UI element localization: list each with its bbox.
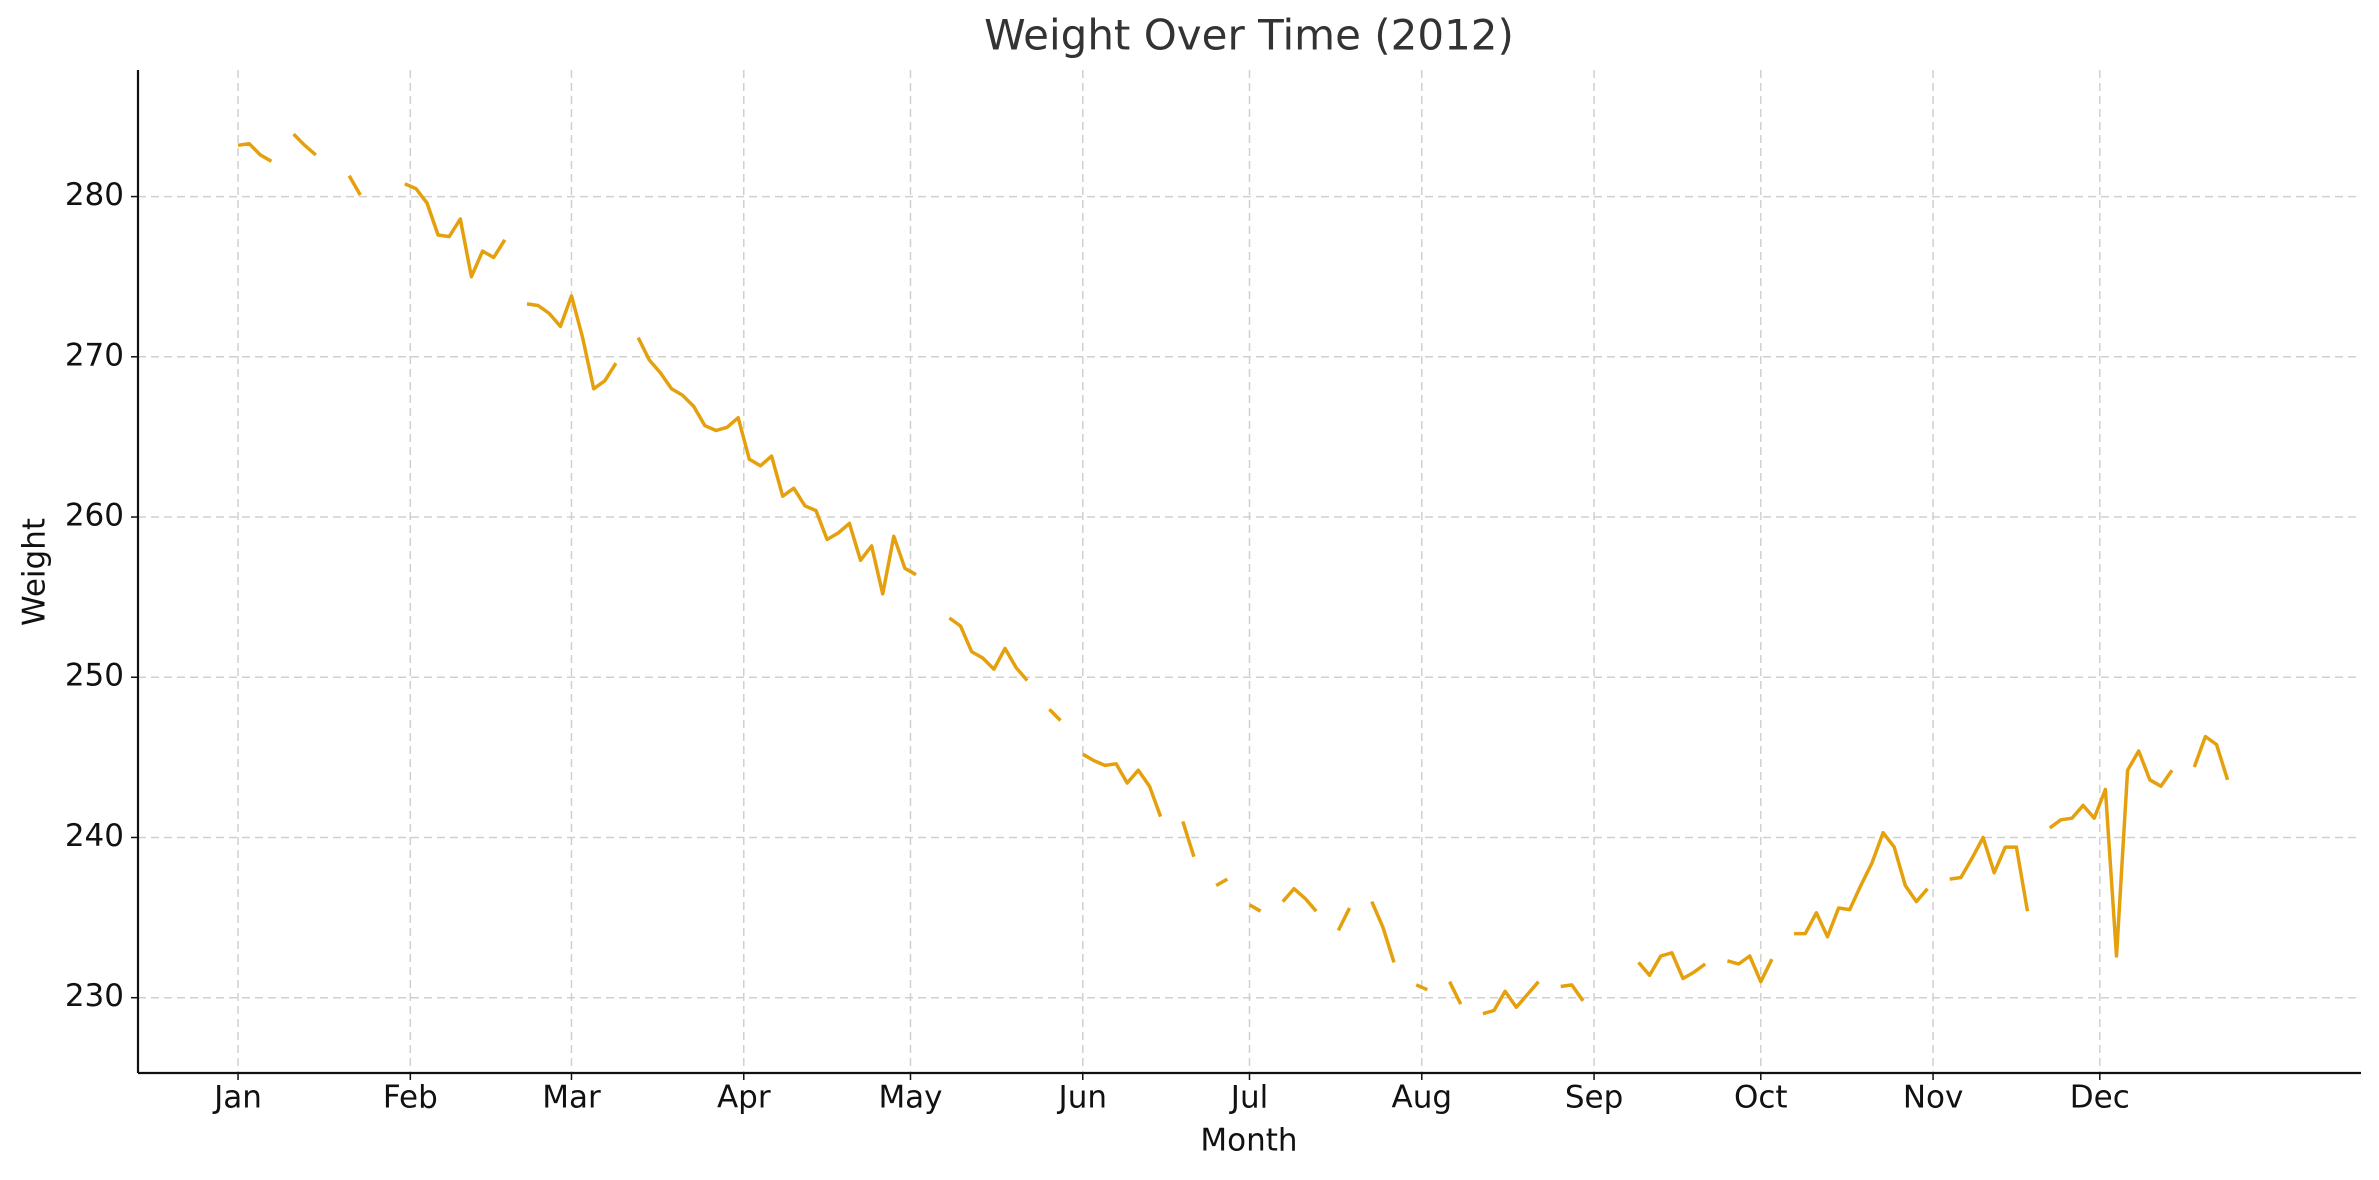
- x-tick-label: Feb: [383, 1080, 438, 1116]
- x-tick-label: Jan: [212, 1080, 262, 1116]
- y-axis-label: Weight: [17, 518, 53, 626]
- x-tick-label: Nov: [1903, 1080, 1964, 1116]
- x-tick-label: Dec: [2070, 1080, 2130, 1116]
- x-axis-label: Month: [1200, 1123, 1297, 1159]
- x-tick-label: Sep: [1565, 1080, 1623, 1116]
- y-tick-label: 280: [65, 177, 124, 213]
- weight-line: [237, 132, 2230, 1016]
- x-tick-label: Jul: [1229, 1080, 1268, 1116]
- y-tick-label: 250: [65, 658, 124, 694]
- x-tick-label: Oct: [1734, 1080, 1788, 1116]
- chart-title: Weight Over Time (2012): [984, 11, 1514, 60]
- y-tick-label: 260: [65, 498, 124, 534]
- x-tick-label: Aug: [1392, 1080, 1453, 1116]
- x-tick-label: Apr: [717, 1080, 771, 1116]
- y-tick-label: 270: [65, 337, 124, 373]
- x-tick-label: Mar: [542, 1080, 601, 1116]
- x-tick-label: May: [878, 1080, 942, 1116]
- y-tick-label: 240: [65, 818, 124, 854]
- x-tick-label: Jun: [1057, 1080, 1107, 1116]
- y-tick-label: 230: [65, 978, 124, 1014]
